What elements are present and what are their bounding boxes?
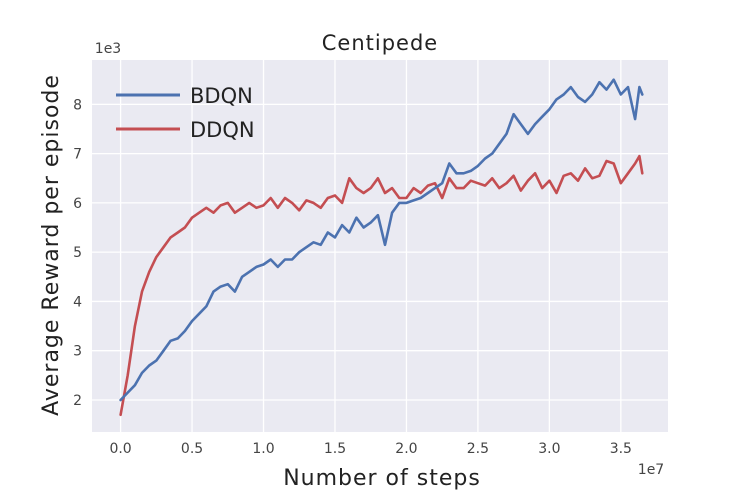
- y-tick-label: 8: [73, 97, 82, 113]
- y-tick-label: 5: [73, 245, 82, 261]
- grid-lines: [92, 60, 668, 432]
- plot-area: [92, 60, 668, 432]
- y-tick-label: 2: [73, 393, 82, 409]
- x-tick-label: 2.0: [395, 441, 417, 457]
- y-tick-label: 6: [73, 196, 82, 212]
- legend: BDQN DDQN: [116, 84, 255, 142]
- x-tick-label: 2.5: [467, 441, 489, 457]
- x-axis-label: Number of steps: [283, 466, 481, 491]
- series-line-ddqn: [119, 154, 644, 417]
- legend-label-bdqn: BDQN: [190, 84, 253, 108]
- x-tick-label: 0.0: [109, 441, 131, 457]
- y-tick-label: 7: [73, 147, 82, 163]
- x-tick-label: 0.5: [181, 441, 203, 457]
- x-tick-label: 1.0: [252, 441, 274, 457]
- x-tick-labels: 0.0 0.5 1.0 1.5 2.0 2.5 3.0 3.5: [109, 441, 632, 457]
- x-tick-label: 1.5: [324, 441, 346, 457]
- y-tick-label: 4: [73, 294, 82, 310]
- x-axis-offset-label: 1e7: [638, 462, 664, 478]
- legend-label-ddqn: DDQN: [190, 118, 255, 142]
- y-tick-labels: 2 3 4 5 6 7 8: [73, 97, 82, 409]
- y-tick-label: 3: [73, 344, 82, 360]
- y-axis-label: Average Reward per episode: [39, 74, 64, 416]
- x-tick-label: 3.0: [538, 441, 560, 457]
- y-axis-offset-label: 1e3: [95, 41, 121, 57]
- series-layer: [119, 78, 644, 417]
- x-tick-label: 3.5: [610, 441, 632, 457]
- series-line-bdqn: [119, 78, 644, 402]
- chart-title: Centipede: [322, 31, 438, 55]
